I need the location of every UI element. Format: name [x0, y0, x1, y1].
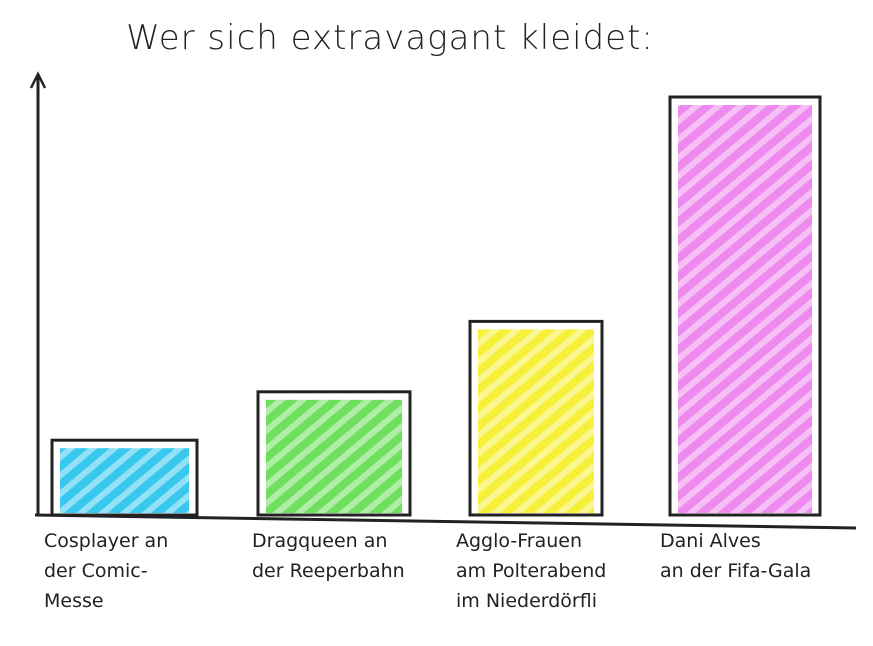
bar-fill [60, 448, 189, 513]
bar [668, 95, 822, 517]
x-tick-label: Dragqueen an der Reeperbahn [252, 530, 405, 582]
chart-title: Wer sich extravagant kleidet: [126, 18, 654, 58]
bar [468, 319, 604, 517]
bar-fill [678, 105, 812, 513]
bar [50, 438, 199, 517]
x-tick-label: Dani Alves an der Fifa-Gala [660, 530, 812, 582]
bar-fill [266, 399, 402, 513]
x-axis [34, 513, 857, 530]
x-tick-label: Cosplayer an der Comic- Messe [44, 530, 169, 612]
bar [256, 390, 412, 517]
y-axis-arrow [29, 71, 47, 89]
x-tick-label: Agglo-Frauen am Polterabend im Niederdör… [456, 530, 607, 612]
bar-fill [478, 329, 594, 513]
